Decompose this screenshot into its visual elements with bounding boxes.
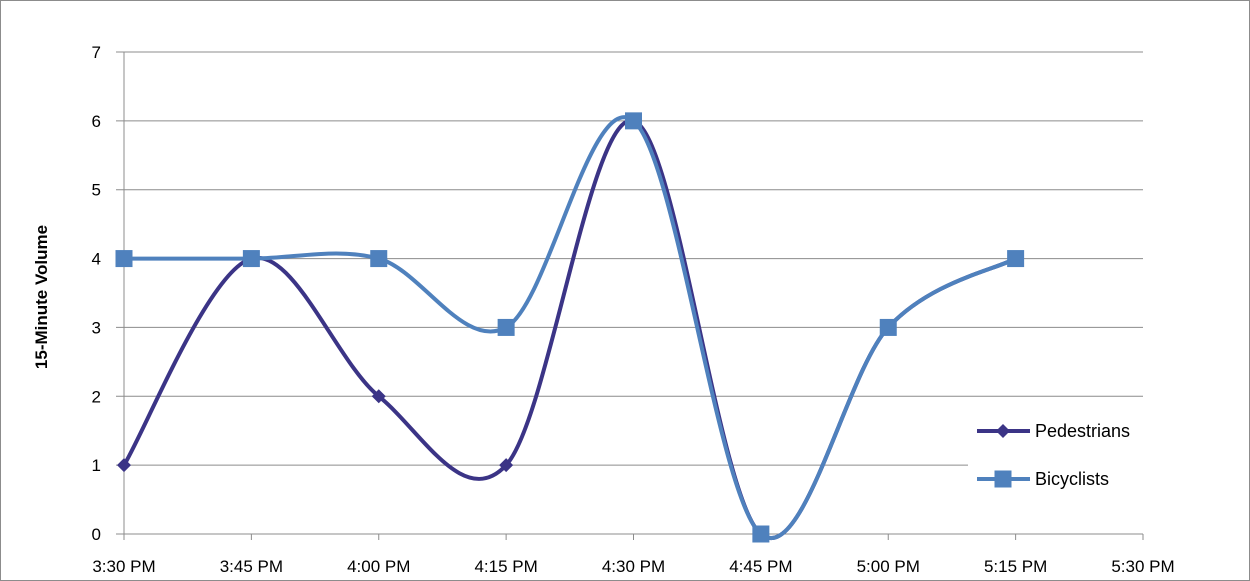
y-tick-labels: 0 1 2 3 4 5 6 7 [92,43,101,544]
diamond-marker [371,389,386,404]
x-tick-label: 5:30 PM [1111,557,1174,576]
y-tick-label: 7 [92,43,101,62]
series-bicyclists [115,112,1025,543]
y-tick-label: 1 [92,456,101,475]
legend-diamond-marker [996,424,1010,438]
square-marker [115,250,133,268]
y-tick-label: 2 [92,387,101,406]
x-tick-label: 5:15 PM [984,557,1047,576]
legend-item: Bicyclists [977,469,1109,489]
series-group [115,112,1025,543]
series-line [122,115,1018,540]
y-tick-label: 3 [92,318,101,337]
diamond-marker [117,458,131,473]
square-marker [497,318,515,336]
legend-item: Pedestrians [977,421,1130,441]
x-tick-label: 4:45 PM [729,557,792,576]
square-marker [1007,250,1025,268]
x-tick-label: 5:00 PM [857,557,920,576]
x-tick-label: 3:30 PM [92,557,155,576]
legend-square-marker [994,470,1012,488]
y-tick-label: 0 [92,525,101,544]
square-marker [625,112,642,130]
square-marker [752,525,770,543]
legend-label: Bicyclists [1035,469,1109,489]
x-tick-label: 4:30 PM [602,557,665,576]
diamond-marker [499,458,514,473]
x-tick-label: 4:15 PM [474,557,537,576]
legend-label: Pedestrians [1035,421,1130,441]
y-tick-label: 4 [92,250,101,269]
y-tick-label: 6 [92,112,101,131]
legend: Pedestrians Bicyclists [968,404,1200,520]
x-tick-labels: 3:30 PM 3:45 PM 4:00 PM 4:15 PM 4:30 PM 4:45 … [92,557,1174,576]
x-tick-label: 3:45 PM [220,557,283,576]
square-marker [242,250,260,268]
legend-background [968,404,1200,520]
square-marker [879,318,897,336]
y-axis-title: 15-Minute Volume [32,225,51,369]
x-tick-label: 4:00 PM [347,557,410,576]
square-marker [370,250,388,268]
y-tick-label: 5 [92,181,101,200]
